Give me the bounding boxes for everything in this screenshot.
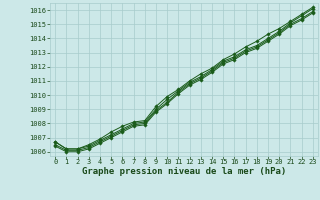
X-axis label: Graphe pression niveau de la mer (hPa): Graphe pression niveau de la mer (hPa) [82, 167, 286, 176]
